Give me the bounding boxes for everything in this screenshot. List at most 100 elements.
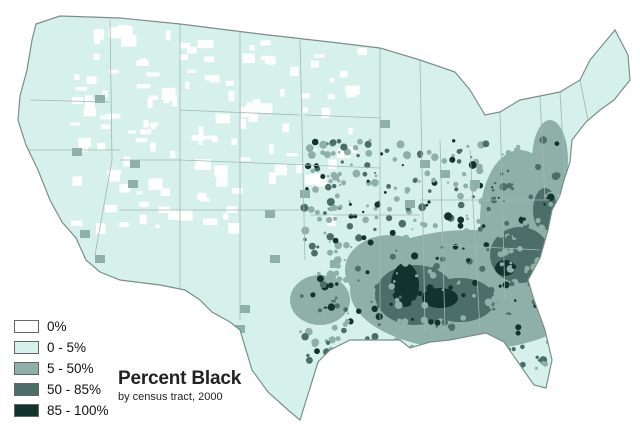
tract-dot bbox=[506, 235, 513, 242]
tract-zero bbox=[101, 124, 111, 130]
tract-dot bbox=[462, 359, 469, 366]
tract-dot bbox=[306, 356, 313, 364]
tract-dot bbox=[420, 221, 425, 227]
tract-dot bbox=[336, 139, 342, 144]
tract-zero bbox=[155, 224, 160, 228]
tract-dot bbox=[486, 248, 490, 252]
tract-dot bbox=[343, 259, 346, 262]
tract-zero bbox=[248, 111, 258, 123]
tract-zero bbox=[119, 222, 129, 228]
tract-dot bbox=[415, 274, 419, 278]
tract-dot bbox=[330, 151, 336, 156]
state-border bbox=[94, 19, 113, 256]
tract-dot bbox=[365, 346, 370, 351]
tract-zero bbox=[198, 126, 204, 138]
tract-dot bbox=[457, 192, 464, 200]
tract-dot bbox=[351, 281, 355, 285]
tract-dot bbox=[317, 271, 321, 276]
tract-dot bbox=[504, 220, 510, 226]
tract-dot bbox=[498, 284, 502, 288]
tract-dot bbox=[328, 336, 336, 344]
tract-dot bbox=[371, 333, 379, 340]
tract-dot bbox=[503, 314, 511, 321]
tract-zero bbox=[93, 29, 105, 40]
tract-dot bbox=[305, 144, 314, 153]
tract-dot bbox=[403, 151, 411, 160]
tract-dot bbox=[328, 240, 331, 243]
region-very-high bbox=[391, 263, 419, 307]
tract-dot bbox=[457, 201, 465, 209]
tract-dot bbox=[401, 259, 409, 267]
tract-patch bbox=[130, 160, 140, 168]
tract-patch bbox=[420, 160, 430, 168]
tract-zero bbox=[143, 119, 149, 128]
tract-zero bbox=[232, 188, 243, 194]
tract-zero bbox=[108, 169, 120, 182]
tract-dot bbox=[482, 364, 488, 370]
tract-dot bbox=[389, 288, 395, 295]
tract-dot bbox=[441, 288, 445, 291]
tract-dot bbox=[398, 354, 402, 357]
tract-dot bbox=[384, 148, 389, 153]
tract-dot bbox=[447, 323, 456, 331]
tract-dot bbox=[392, 157, 398, 162]
tract-dot bbox=[426, 284, 434, 293]
tract-zero bbox=[128, 130, 136, 134]
tract-dot bbox=[356, 153, 360, 158]
tract-dot bbox=[460, 315, 467, 321]
tract-dot bbox=[323, 151, 331, 159]
tract-zero bbox=[327, 93, 335, 100]
tract-dot bbox=[554, 141, 560, 147]
tract-dot bbox=[474, 263, 478, 267]
tract-zero bbox=[86, 76, 97, 85]
tract-dot bbox=[301, 333, 309, 341]
tract-dot bbox=[454, 347, 463, 356]
tract-dot bbox=[337, 179, 341, 183]
tract-dot bbox=[308, 151, 316, 159]
tract-zero bbox=[160, 209, 176, 213]
tract-dot bbox=[509, 261, 513, 265]
tract-dot bbox=[513, 299, 517, 302]
tract-dot bbox=[300, 294, 304, 298]
tract-dot bbox=[317, 216, 322, 222]
tract-patch bbox=[470, 180, 480, 188]
tract-dot bbox=[454, 187, 459, 192]
tract-dot bbox=[532, 288, 536, 292]
tract-dot bbox=[364, 299, 369, 305]
tract-patch bbox=[80, 230, 90, 238]
tract-dot bbox=[497, 196, 500, 199]
tract-zero bbox=[249, 44, 255, 51]
tract-dot bbox=[392, 328, 398, 334]
tract-dot bbox=[335, 282, 339, 286]
tract-dot bbox=[484, 346, 491, 352]
tract-dot bbox=[540, 313, 546, 318]
tract-dot bbox=[362, 210, 365, 214]
tract-dot bbox=[449, 322, 452, 325]
tract-zero bbox=[71, 220, 83, 226]
tract-dot bbox=[311, 341, 318, 348]
tract-zero bbox=[214, 165, 228, 177]
tract-dot bbox=[452, 244, 459, 250]
state-border bbox=[179, 159, 311, 166]
tract-zero bbox=[275, 164, 287, 176]
tract-dot bbox=[342, 322, 348, 327]
tract-dot bbox=[308, 242, 316, 250]
tract-zero bbox=[172, 95, 177, 107]
tract-zero bbox=[296, 163, 303, 174]
tract-dot bbox=[339, 364, 345, 370]
tract-dot bbox=[499, 317, 503, 321]
tract-dot bbox=[339, 183, 342, 186]
tract-dot bbox=[374, 171, 376, 174]
tract-dot bbox=[534, 366, 538, 370]
tract-dot bbox=[386, 184, 391, 189]
tract-dot bbox=[495, 195, 503, 203]
tract-dot bbox=[444, 212, 453, 221]
tract-zero bbox=[216, 176, 228, 187]
tract-dot bbox=[488, 331, 492, 335]
tract-dot bbox=[319, 281, 327, 289]
tract-zero bbox=[244, 105, 258, 115]
tract-dot bbox=[506, 169, 510, 173]
tract-dot bbox=[434, 319, 441, 326]
